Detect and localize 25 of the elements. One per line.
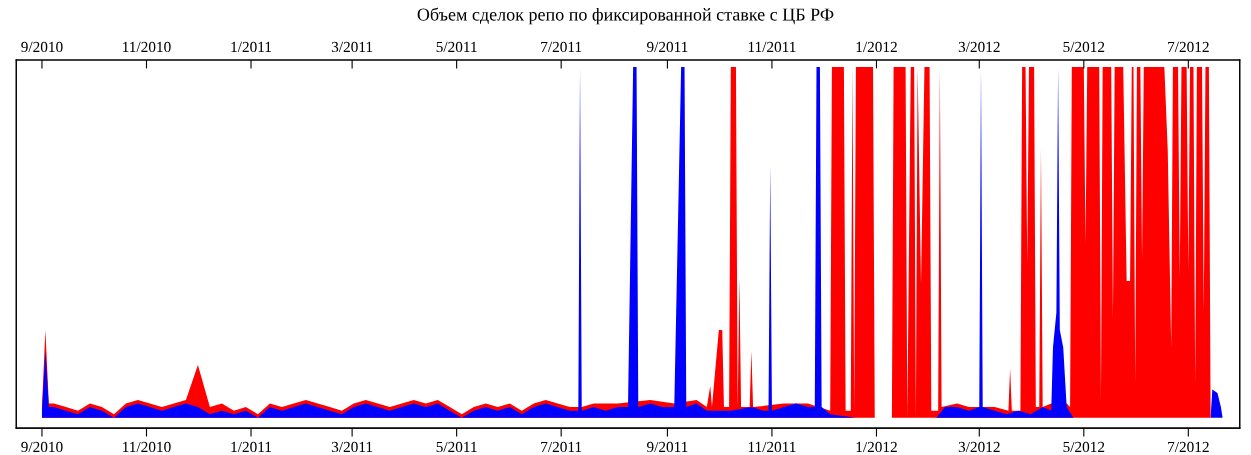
x-tick-label: 11/2011 [748,441,796,453]
x2-tick-label: 9/2010 [21,41,63,53]
x2-tick-label: 1/2012 [856,41,897,53]
x-tick-label: 5/2012 [1063,441,1105,453]
x2-tick-label: 7/2011 [541,41,582,53]
x-tick-label: 5/2011 [436,441,477,453]
x-tick-label: 1/2012 [856,441,897,453]
x2-tick-label: 5/2012 [1063,41,1105,53]
x2-tick-label: 11/2010 [123,41,171,53]
x2-tick-label: 5/2011 [436,41,477,53]
x2-tick-label: 3/2011 [331,41,373,53]
x2-tick-label: 3/2012 [958,41,1000,53]
x-tick-label: 3/2012 [958,441,1000,453]
x-tick-label: 7/2011 [541,441,582,453]
chart-title: Объем сделок репо по фиксированной ставке с ЦБ РФ [417,7,834,25]
x2-tick-label: 9/2011 [646,41,688,53]
x2-tick-label: 7/2012 [1168,41,1209,53]
x-tick-label: 9/2011 [646,441,688,453]
x2-tick-label: 1/2011 [231,41,272,53]
x-tick-label: 9/2010 [21,441,63,453]
x-tick-label: 7/2012 [1168,441,1209,453]
x-tick-label: 3/2011 [331,441,373,453]
x2-tick-label: 11/2011 [748,41,796,53]
x-tick-label: 1/2011 [231,441,272,453]
x-tick-label: 11/2010 [123,441,171,453]
